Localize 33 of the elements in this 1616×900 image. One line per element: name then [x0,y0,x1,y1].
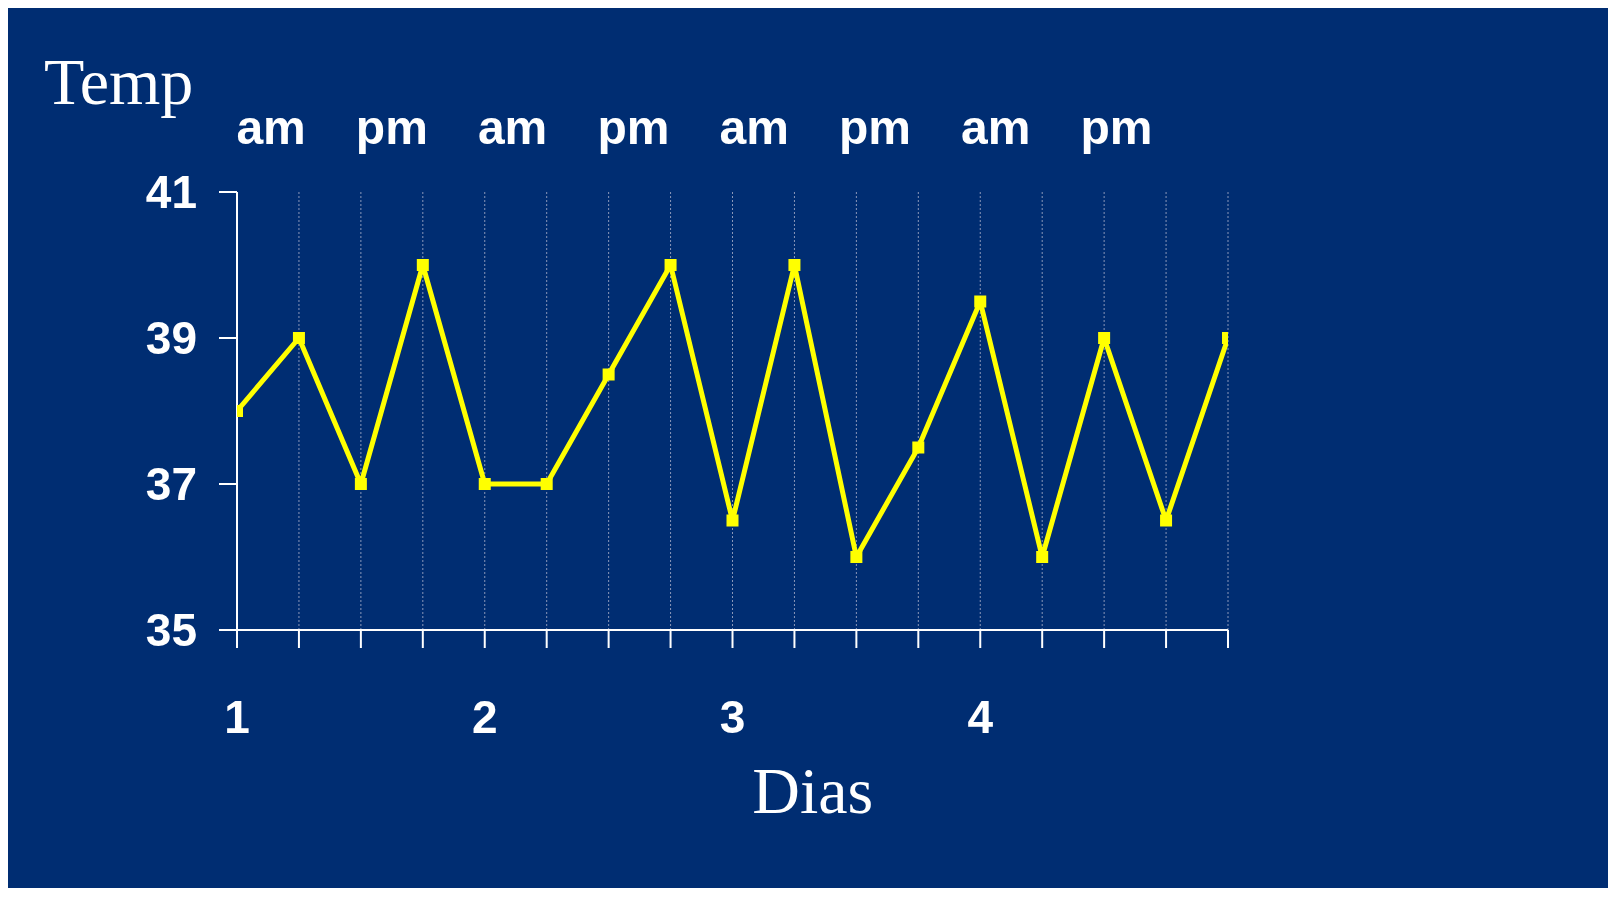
point [540,478,553,490]
point [416,259,429,271]
text: am [960,100,1032,155]
point [726,514,739,527]
x-tick-label: 3 [719,690,746,743]
x-axis-title: Dias [752,753,874,829]
y-tick-label: 37 [145,458,197,511]
point [1098,332,1111,344]
point [292,332,305,344]
text: am [718,100,790,155]
y-axis-title: Temp [44,44,194,120]
y-tick-label: 41 [145,166,197,219]
point [912,441,925,454]
point [1036,551,1049,563]
point [354,478,367,490]
text: pm [837,100,912,155]
text: pm [354,100,429,155]
x-tick-label: 2 [471,690,498,743]
y-tick-label: 39 [145,312,197,365]
text: am [235,100,307,155]
point [602,368,615,381]
point [664,259,677,271]
text: pm [1079,100,1154,155]
x-tick-label: 4 [967,690,994,743]
point [850,551,863,563]
point [974,295,987,308]
x-tick-label: 1 [224,690,250,743]
text: pm [596,100,671,155]
point [788,259,801,271]
text: am [476,100,549,155]
y-tick-label: 35 [145,604,197,657]
point [478,478,491,490]
point [1160,514,1173,527]
